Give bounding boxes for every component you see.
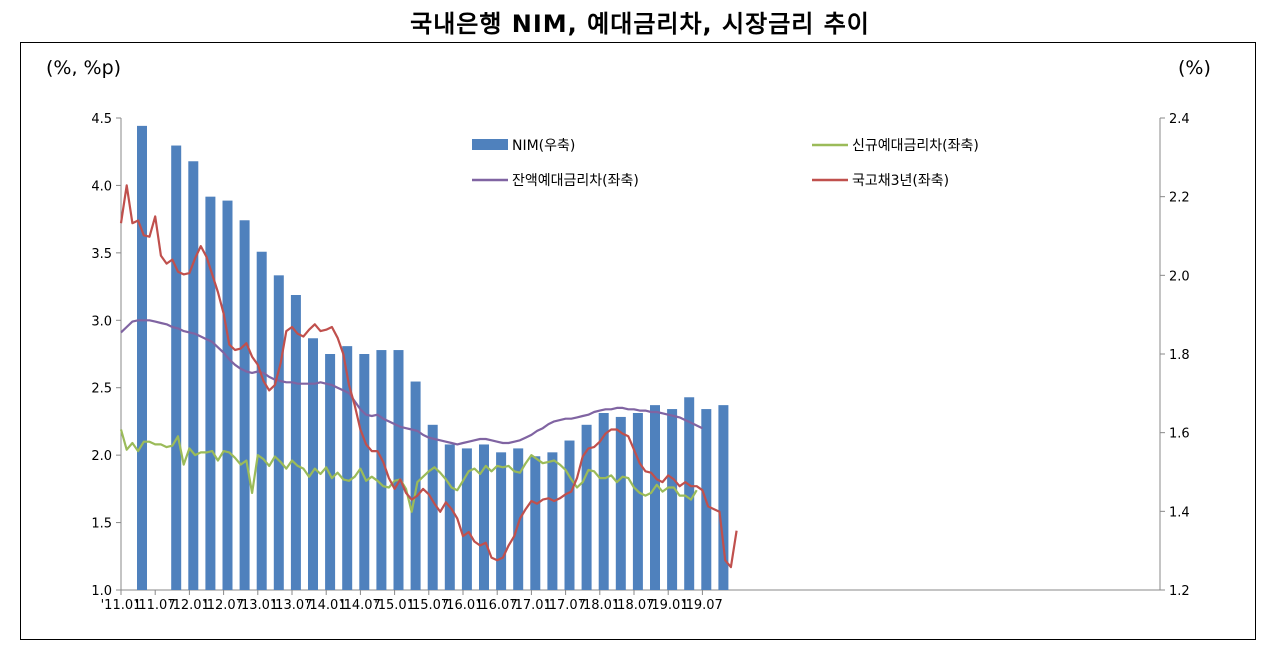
right-tick-label: 2.4 [1169,112,1190,127]
left-axis-unit: (%, %p) [46,57,122,79]
x-tick-label: '13.07 [272,598,313,613]
nim-bar [632,413,643,590]
nim-bar [479,444,489,590]
right-axis-unit: (%) [1178,57,1211,79]
left-tick-label: 4.0 [91,179,112,194]
x-tick-label: '16.07 [477,598,518,613]
x-tick-label: '12.07 [203,598,244,613]
nim-bar [222,200,233,590]
nim-bar [444,444,455,590]
chart-frame [20,42,1256,640]
nim-bar [547,452,558,590]
nim-bar [615,416,626,590]
nim-bar [718,405,729,590]
x-tick-label: '11.07 [135,598,176,613]
x-tick-label: '18.01 [579,598,620,613]
nim-bar [376,350,387,590]
x-tick-label: '14.01 [306,598,347,613]
ktb3y-line [119,184,738,569]
nim-bar [684,397,695,590]
right-tick-label: 1.6 [1169,427,1190,442]
legend-label: 잔액예대금리차(좌축) [512,173,639,189]
nim-bar [461,448,472,590]
chart-title: 국내은행 NIM, 예대금리차, 시장금리 추이 [410,10,870,38]
nim-bar [530,456,541,590]
x-tick-label: '13.01 [237,598,278,613]
right-tick-label: 1.8 [1169,348,1190,363]
nim-bar [188,161,199,590]
legend-label: 국고채3년(좌축) [852,173,949,189]
legend-label: NIM(우축) [512,138,575,154]
nim-bar [342,346,353,590]
legend-label: 신규예대금리차(좌축) [852,138,979,154]
nim-bar [325,354,336,590]
right-tick-label: 1.2 [1169,584,1190,599]
x-tick-label: '14.07 [340,598,381,613]
left-tick-label: 3.5 [91,247,112,262]
nim-bar [581,424,592,590]
x-tick-label: '17.01 [511,598,552,613]
nim-bar [205,196,216,590]
nim-bar [359,354,370,590]
left-tick-label: 2.0 [91,449,112,464]
left-tick-label: 1.5 [91,517,112,532]
left-tick-label: 3.0 [91,314,112,329]
right-tick-label: 2.0 [1169,269,1190,284]
nim-bar [564,440,575,590]
right-tick-label: 2.2 [1169,191,1190,206]
x-tick-label: '16.01 [443,598,484,613]
right-tick-label: 1.4 [1169,505,1190,520]
nim-bar [239,220,250,590]
x-tick-label: '15.01 [374,598,415,613]
x-tick-label: '18.07 [614,598,655,613]
x-tick-label: '19.01 [648,598,689,613]
nim-bar [513,448,524,590]
nim-bar [427,424,438,590]
nim-bar [171,145,182,591]
nim-bar [598,413,609,590]
left-tick-label: 1.0 [91,584,112,599]
legend-swatch-bar [472,139,508,150]
balance-spread-line [120,319,703,446]
nim-bar [308,338,318,590]
nim-bar [137,125,147,590]
left-tick-label: 4.5 [91,112,112,127]
nim-bar [650,405,660,590]
nim-bar [290,295,301,590]
nim-bar [273,275,284,590]
new-spread-line [119,429,698,513]
x-tick-label: '11.01 [101,598,142,613]
x-tick-label: '17.07 [545,598,586,613]
x-tick-label: '19.07 [682,598,723,613]
nim-bar [393,350,404,590]
x-tick-label: '15.07 [408,598,449,613]
nim-bar [667,409,678,590]
nim-bar [496,452,507,590]
nim-bar [256,251,267,590]
left-tick-label: 2.5 [91,382,112,397]
x-tick-label: '12.01 [169,598,210,613]
